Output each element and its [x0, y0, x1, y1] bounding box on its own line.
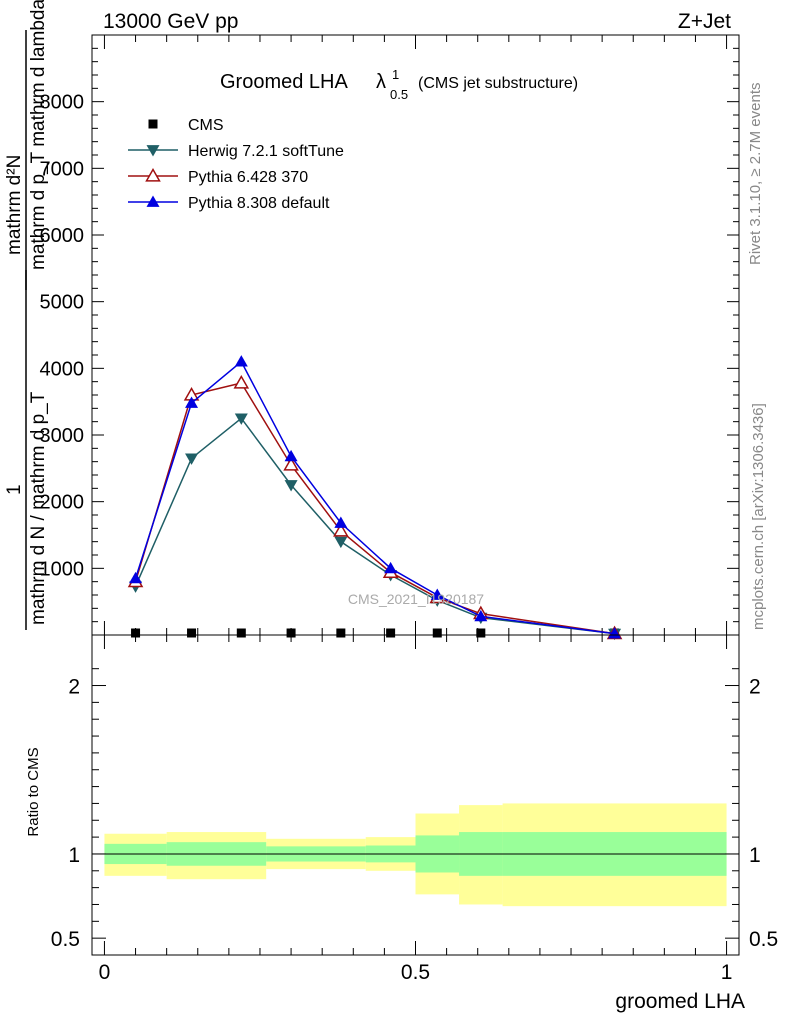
ratio-y-axis: 0.5 0.5 1 1 2 2 — [51, 668, 778, 951]
data-point-pythia8 — [474, 609, 488, 622]
y-label-one: 1 — [4, 484, 25, 495]
series-cms — [131, 628, 620, 638]
main-series-group — [127, 355, 623, 641]
legend-entry-pythia6: Pythia 6.428 370 — [128, 167, 308, 186]
x-axis-label: groomed LHA — [615, 990, 745, 1013]
legend-marker-herwig — [146, 145, 160, 157]
legend-entry-herwig: Herwig 7.2.1 softTune — [128, 143, 344, 160]
main-y-axis: 1000 2000 3000 4000 5000 6000 7000 8000 — [40, 47, 739, 623]
rivet-label: Rivet 3.1.10, ≥ 2.7M events — [747, 83, 764, 266]
main-panel: 1000 2000 3000 4000 5000 6000 7000 8000 — [40, 34, 740, 641]
main-y-tick-label: 4000 — [40, 358, 85, 380]
ratio-x-tick-label: 0 — [99, 961, 111, 984]
data-point-pythia6 — [233, 374, 250, 389]
analysis-watermark: CMS_2021_I1920187 — [348, 591, 484, 607]
legend-marker-pythia8 — [146, 195, 160, 207]
legend-entry-pythia8: Pythia 8.308 default — [128, 195, 330, 212]
ratio-x-tick-label: 1 — [721, 961, 733, 984]
series-pythia8 — [129, 355, 622, 639]
main-y-tick-label: 3000 — [40, 425, 85, 447]
data-point-pythia8 — [430, 588, 444, 600]
main-y-tick-label: 2000 — [40, 492, 85, 514]
data-point-pythia8 — [284, 449, 298, 462]
data-point-pythia8 — [185, 396, 199, 408]
y-label-bottom-denominator: mathrm d N / mathrm d p_T — [28, 391, 49, 625]
ratio-y-tick-label-right: 2 — [749, 676, 761, 699]
main-y-tick-label: 8000 — [40, 92, 85, 114]
header-process: Z+Jet — [678, 10, 731, 33]
legend-label: CMS — [188, 117, 224, 134]
y-label-top-numerator: mathrm d²N — [4, 155, 25, 255]
legend-label: Pythia 6.428 370 — [188, 169, 308, 186]
legend-marker-cms — [148, 119, 158, 129]
ratio-y-label: Ratio to CMS — [25, 747, 42, 836]
y-label-top-denominator: mathrm d p_T mathrm d lambda — [28, 0, 49, 270]
data-point-cms — [432, 628, 442, 638]
data-point-pythia8 — [334, 516, 348, 528]
title-lambda: λ — [376, 71, 386, 93]
header-collision: 13000 GeV pp — [103, 10, 238, 33]
ratio-y-tick-label: 0.5 — [51, 928, 80, 951]
ratio-x-axis: 0 0.5 1 — [99, 635, 733, 984]
mcplots-label: mcplots.cern.ch [arXiv:1306.3436] — [750, 403, 767, 630]
main-y-tick-label: 5000 — [40, 292, 85, 314]
data-point-cms — [476, 628, 486, 638]
main-y-tick-label: 6000 — [40, 225, 85, 247]
plot-title: Groomed LHA λ 1 0.5 (CMS jet substructur… — [220, 67, 578, 102]
data-point-herwig — [334, 536, 348, 549]
ratio-y-tick-label-right: 1 — [749, 844, 761, 867]
main-y-tick-label: 1000 — [40, 558, 85, 580]
data-point-cms — [187, 628, 197, 638]
data-point-herwig — [185, 453, 199, 465]
data-point-cms — [286, 628, 296, 638]
legend-entry-cms: CMS — [148, 117, 224, 134]
main-y-tick-label: 7000 — [40, 158, 85, 180]
data-point-pythia8 — [384, 561, 398, 574]
data-point-cms — [236, 628, 246, 638]
data-point-cms — [131, 628, 141, 638]
title-main: Groomed LHA — [220, 71, 348, 93]
ratio-bands — [104, 803, 727, 907]
data-point-pythia8 — [129, 571, 143, 584]
data-point-herwig — [234, 413, 248, 425]
data-point-cms — [386, 628, 396, 638]
title-superscript: 1 — [392, 67, 399, 82]
legend-label: Pythia 8.308 default — [188, 195, 330, 212]
data-point-pythia8 — [608, 627, 622, 639]
data-point-herwig — [284, 480, 298, 492]
data-point-cms — [336, 628, 346, 638]
data-point-pythia6 — [333, 522, 349, 537]
legend-marker-pythia6 — [145, 167, 161, 182]
legend: CMS Herwig 7.2.1 softTune Pythia 6.428 370… — [128, 117, 344, 212]
main-y-label: mathrm d²N mathrm d p_T mathrm d lambda … — [4, 0, 49, 630]
legend-label: Herwig 7.2.1 softTune — [188, 143, 344, 160]
ratio-frame — [91, 634, 740, 956]
ratio-y-tick-label: 1 — [68, 844, 80, 867]
ratio-x-tick-label: 0.5 — [401, 961, 430, 984]
title-note: (CMS jet substructure) — [418, 75, 578, 92]
ratio-y-tick-label: 2 — [68, 676, 80, 699]
data-point-pythia8 — [234, 355, 248, 367]
ratio-y-tick-label-right: 0.5 — [749, 928, 778, 951]
ratio-panel: 0.5 0.51 12 2 0 0.5 1 — [51, 634, 778, 984]
data-point-pythia6 — [283, 456, 299, 471]
title-subscript: 0.5 — [390, 87, 408, 102]
